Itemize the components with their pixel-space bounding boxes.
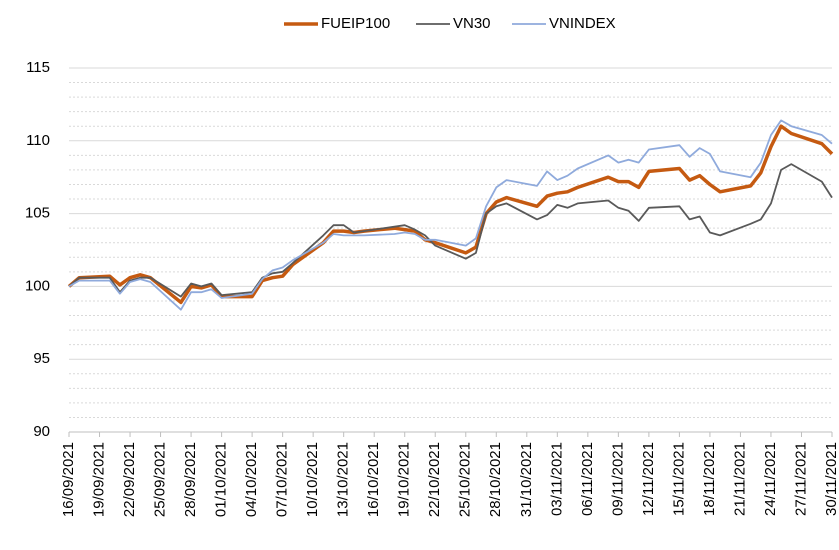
x-tick-label: 01/10/2021 xyxy=(213,442,230,517)
series-line xyxy=(68,163,833,298)
series-line xyxy=(67,124,834,305)
x-tick-label: 16/09/2021 xyxy=(60,442,77,517)
series-line xyxy=(68,119,833,311)
x-tick-label: 19/10/2021 xyxy=(396,442,413,517)
x-tick-label: 19/09/2021 xyxy=(90,442,107,517)
x-tick-label: 13/10/2021 xyxy=(335,442,352,517)
x-tick-label: 15/11/2021 xyxy=(670,442,687,516)
legend-label: FUEIP100 xyxy=(321,15,390,32)
x-tick-label: 10/10/2021 xyxy=(304,442,321,517)
x-tick-label: 18/11/2021 xyxy=(701,442,718,516)
x-tick-label: 07/10/2021 xyxy=(274,442,291,517)
x-tick-label: 03/11/2021 xyxy=(548,442,565,516)
x-tick-label: 09/11/2021 xyxy=(609,442,626,516)
legend-label: VN30 xyxy=(453,15,491,32)
legend-label: VNINDEX xyxy=(549,15,616,32)
x-tick-label: 22/09/2021 xyxy=(121,442,138,517)
x-tick-label: 25/09/2021 xyxy=(152,442,169,517)
x-tick-label: 27/11/2021 xyxy=(792,442,809,516)
x-tick-label: 28/10/2021 xyxy=(487,442,504,517)
x-tick-label: 21/11/2021 xyxy=(731,442,748,516)
y-tick-label: 95 xyxy=(33,350,50,367)
x-tick-label: 22/10/2021 xyxy=(426,442,443,517)
y-tick-label: 105 xyxy=(25,205,50,222)
x-tick-label: 04/10/2021 xyxy=(243,442,260,517)
x-tick-label: 12/11/2021 xyxy=(640,442,657,516)
x-tick-label: 25/10/2021 xyxy=(457,442,474,517)
y-tick-label: 115 xyxy=(26,59,50,76)
y-tick-label: 100 xyxy=(25,277,50,294)
x-tick-label: 24/11/2021 xyxy=(762,442,779,516)
x-tick-label: 30/11/2021 xyxy=(823,442,839,516)
y-tick-label: 90 xyxy=(33,423,50,440)
y-tick-label: 110 xyxy=(26,132,50,149)
x-tick-label: 16/10/2021 xyxy=(365,442,382,517)
x-tick-label: 06/11/2021 xyxy=(579,442,596,516)
x-tick-label: 31/10/2021 xyxy=(518,442,535,517)
x-tick-label: 28/09/2021 xyxy=(182,442,199,517)
